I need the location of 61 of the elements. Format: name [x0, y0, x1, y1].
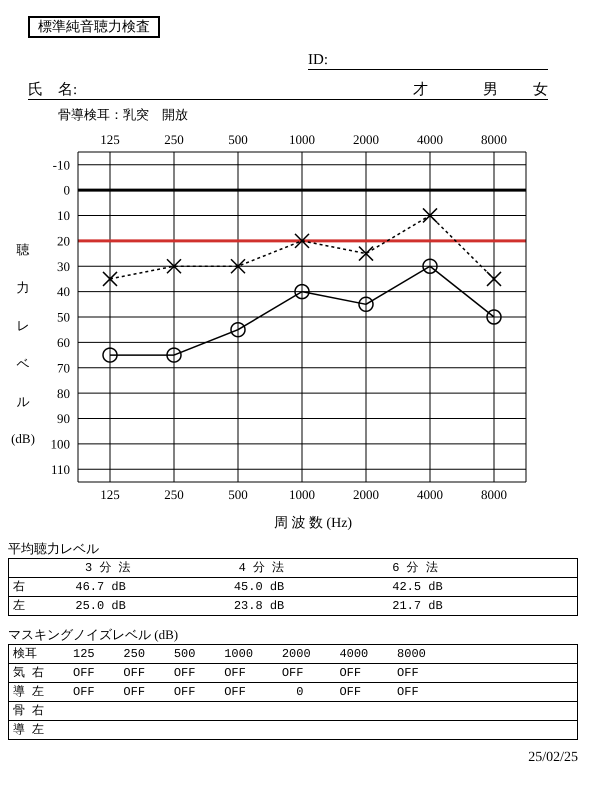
text: 右 46.7 dB 45.0 dB 42.5 dB: [13, 580, 443, 594]
category-label: 125: [100, 487, 120, 502]
text: 25/02/25: [527, 750, 578, 766]
y-tick-label: 10: [57, 208, 70, 224]
text: マスキングノイズレベル (dB): [8, 626, 180, 644]
chart-title: 標準純音聴力検査: [28, 16, 160, 38]
point: [166, 258, 182, 274]
point: [486, 271, 502, 287]
point: [422, 208, 438, 224]
text: 聴力レベル (dB): [11, 242, 35, 446]
text: 骨 右: [13, 704, 44, 718]
x-tick-label: 2000: [353, 132, 379, 147]
y-tick-label: -10: [52, 157, 70, 172]
y-tick-label: 70: [57, 360, 70, 376]
point: [102, 347, 118, 363]
x-tick-label: 1000: [289, 132, 315, 147]
category-label: 8000: [481, 487, 507, 502]
point: [358, 246, 374, 262]
category-label: 4000: [417, 487, 443, 502]
x-tick-label: 250: [164, 132, 184, 147]
text: 導 左 OFF OFF OFF OFF 0 OFF OFF: [13, 685, 419, 699]
point: [422, 258, 438, 274]
text: 平均聴力レベル: [8, 540, 100, 558]
y-tick-label: 80: [57, 386, 70, 401]
point: [230, 258, 246, 274]
text: 男: [483, 81, 499, 99]
category-label: 500: [228, 487, 248, 502]
y-tick-label: 40: [57, 284, 70, 300]
point: [230, 322, 246, 338]
x-tick-label: 8000: [481, 132, 507, 147]
y-tick-label: 110: [50, 462, 70, 477]
x-axis-title: 周 波 数 (Hz): [272, 514, 354, 532]
text: 導 左: [13, 723, 44, 737]
y-tick-label: 100: [50, 436, 70, 452]
text: 気 右 OFF OFF OFF OFF OFF OFF OFF: [13, 666, 419, 680]
y-tick-label: 50: [57, 310, 70, 325]
y-tick-label: 60: [57, 335, 70, 350]
text: 女: [533, 81, 548, 99]
text: 才: [413, 80, 429, 99]
point: [486, 309, 502, 325]
point: [294, 233, 310, 249]
x-tick-label: 4000: [417, 132, 443, 147]
y-tick-label: 90: [57, 411, 70, 426]
point: [166, 347, 182, 363]
text: 3 分 法 4 分 法 6 分 法: [84, 561, 438, 575]
text: ID:: [308, 52, 548, 70]
point: [294, 284, 310, 300]
point: [358, 296, 374, 312]
text: 検耳 125 250 500 1000 2000 4000 8000: [13, 647, 426, 661]
y-tick-label: 0: [64, 182, 70, 198]
chart-subtitle: 骨導検耳：乳突 開放: [58, 106, 189, 124]
x-tick-label: 125: [100, 132, 120, 147]
text: 氏 名:: [28, 80, 78, 99]
category-label: 2000: [353, 487, 379, 502]
y-tick-label: 30: [57, 258, 70, 274]
y-tick-label: 20: [57, 233, 70, 248]
x-tick-label: 500: [228, 132, 248, 147]
point: [102, 271, 118, 287]
text: 左 25.0 dB 23.8 dB 21.7 dB: [13, 599, 443, 613]
category-label: 1000: [289, 487, 315, 502]
category-label: 250: [164, 487, 184, 502]
